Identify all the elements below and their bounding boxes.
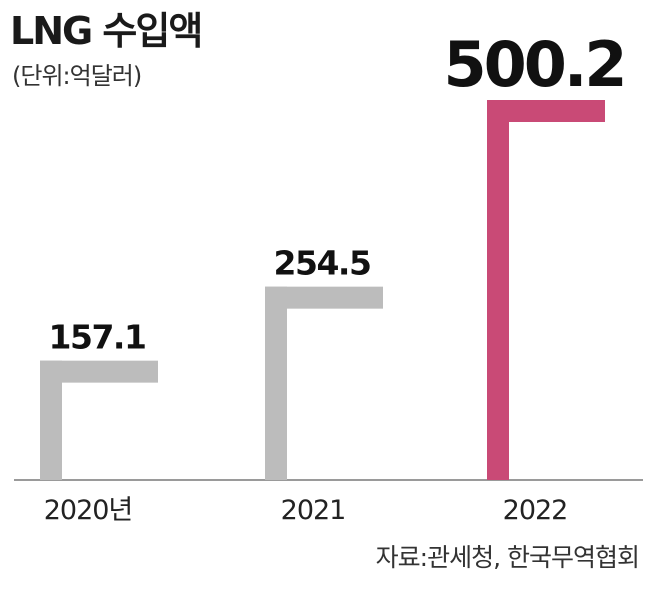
category-label: 2020년 — [44, 495, 133, 526]
bar-cap — [40, 360, 158, 383]
bar-stem — [40, 360, 62, 480]
category-label: 2021 — [281, 495, 346, 526]
category-label: 2022 — [503, 495, 568, 526]
value-label: 254.5 — [274, 244, 371, 283]
bar-2022 — [487, 100, 605, 480]
chart-title: LNG 수입액 — [10, 9, 203, 53]
bar-stem — [487, 100, 509, 480]
bar-stem — [265, 286, 287, 480]
value-label: 500.2 — [443, 28, 624, 101]
value-label: 157.1 — [49, 318, 146, 357]
bar-cap — [265, 286, 383, 309]
bar-cap — [487, 100, 605, 122]
chart-unit: (단위:억달러) — [12, 62, 142, 90]
bar-2020년 — [40, 360, 158, 480]
source-note: 자료:관세청, 한국무역협회 — [375, 543, 640, 572]
bar-2021 — [265, 286, 383, 480]
